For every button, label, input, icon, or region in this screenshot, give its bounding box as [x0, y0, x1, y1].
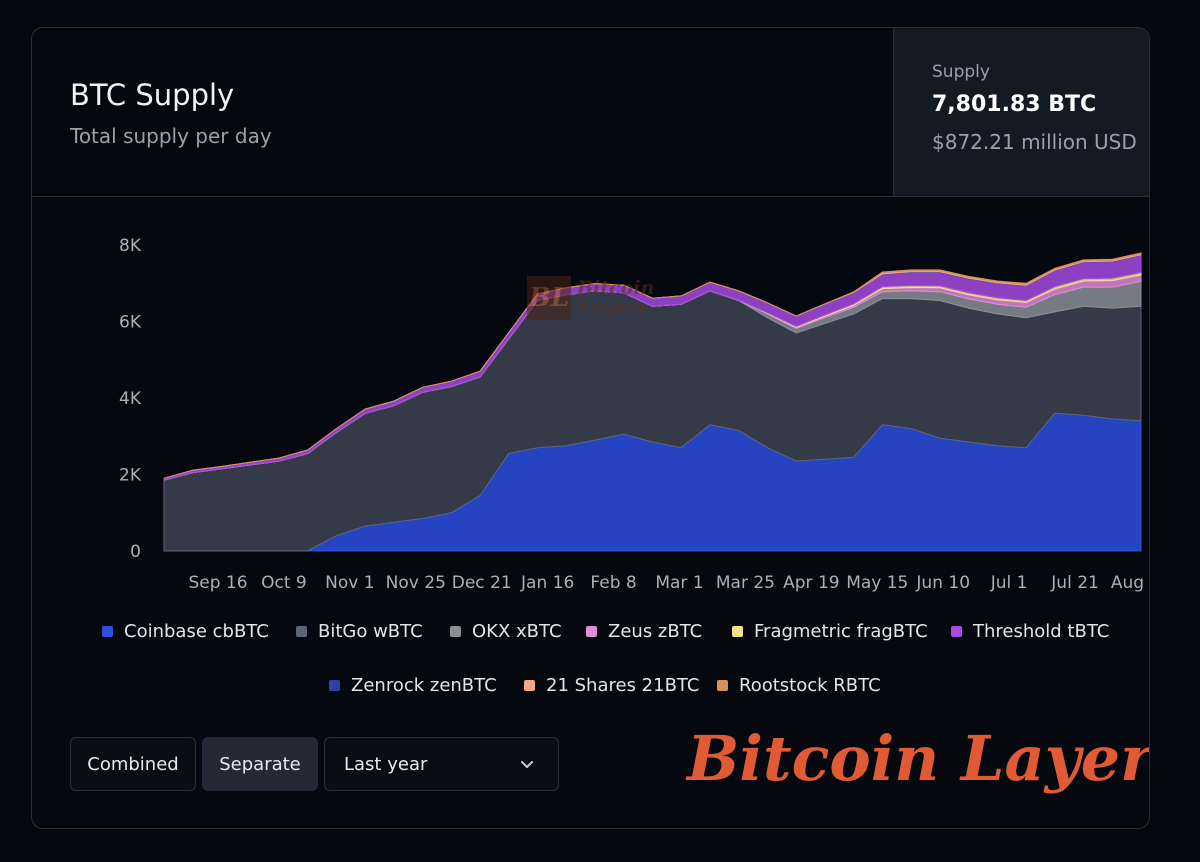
x-tick-label: Nov 25	[386, 573, 446, 593]
watermark-line-2: Layers	[577, 297, 647, 319]
legend-item[interactable]: BitGo wBTC	[296, 621, 423, 642]
x-tick-label: Jan 16	[520, 573, 574, 593]
x-tick-label: Sep 16	[188, 573, 247, 593]
legend-label: OKX xBTC	[472, 621, 562, 642]
y-tick-label: 0	[130, 542, 141, 562]
x-tick-label: Mar 25	[716, 573, 775, 593]
legend-swatch	[586, 626, 597, 637]
page-title: BTC Supply	[70, 78, 235, 112]
legend-swatch	[329, 680, 340, 691]
y-tick-label: 2K	[119, 466, 142, 486]
x-tick-label: May 15	[846, 573, 908, 593]
area-series-rootstock-rbtc	[163, 252, 1142, 479]
x-tick-label: Jul 21	[1050, 573, 1099, 593]
x-tick-label: Feb 8	[590, 573, 636, 593]
supply-label: Supply	[932, 62, 990, 82]
legend-item[interactable]: OKX xBTC	[450, 621, 562, 642]
legend-item[interactable]: Threshold tBTC	[951, 621, 1109, 642]
legend-item[interactable]: Zenrock zenBTC	[329, 675, 497, 696]
x-tick-label: Nov 1	[325, 573, 374, 593]
chart-watermark: BL Bitcoin Layers	[527, 276, 654, 320]
bitcoin-layers-logo: Bitcoin Layers	[687, 722, 1150, 795]
btc-supply-area-chart: 0 2K 4K 6K 8K Sep 16 Oct 9 Nov 1 Nov 25 Dec 21 Jan…	[119, 236, 1150, 593]
legend-swatch	[717, 680, 728, 691]
legend-label: Zeus zBTC	[608, 621, 703, 642]
legend-swatch	[296, 626, 307, 637]
legend-label: Fragmetric fragBTC	[754, 621, 928, 642]
time-range-value: Last year	[344, 753, 428, 775]
supply-usd-value: $872.21 million USD	[932, 130, 1137, 154]
card-header: BTC Supply Total supply per day Supply 7…	[32, 28, 1149, 197]
legend-swatch	[732, 626, 743, 637]
y-tick-label: 4K	[119, 389, 142, 409]
y-tick-label: 8K	[119, 236, 142, 256]
separate-button[interactable]: Separate	[202, 737, 318, 791]
watermark-logo-mark: BL	[527, 276, 571, 320]
legend-label: Coinbase cbBTC	[124, 621, 269, 642]
page-subtitle: Total supply per day	[70, 124, 272, 148]
legend-item[interactable]: Fragmetric fragBTC	[732, 621, 928, 642]
legend-label: Rootstock RBTC	[739, 675, 881, 696]
legend-swatch	[524, 680, 535, 691]
legend-item[interactable]: Coinbase cbBTC	[102, 621, 269, 642]
legend-item[interactable]: Zeus zBTC	[586, 621, 702, 642]
x-tick-label: Jun 10	[915, 573, 970, 593]
btc-supply-card: BTC Supply Total supply per day Supply 7…	[31, 27, 1150, 829]
time-range-select[interactable]: Last year	[324, 737, 559, 791]
legend-item[interactable]: Rootstock RBTC	[717, 675, 881, 696]
chevron-down-icon	[521, 761, 533, 768]
x-tick-label: Dec 21	[452, 573, 512, 593]
legend-swatch	[450, 626, 461, 637]
legend-label: 21 Shares 21BTC	[546, 675, 700, 696]
supply-value: 7,801.83 BTC	[932, 92, 1097, 117]
supply-summary-panel: Supply 7,801.83 BTC $872.21 million USD	[893, 28, 1149, 196]
x-tick-label: Mar 1	[655, 573, 703, 593]
x-tick-label: Oct 9	[261, 573, 307, 593]
combined-button[interactable]: Combined	[70, 737, 196, 791]
y-tick-label: 6K	[119, 313, 142, 333]
legend-swatch	[102, 626, 113, 637]
legend-label: BitGo wBTC	[318, 621, 423, 642]
x-tick-label: Jul 1	[990, 573, 1028, 593]
x-tick-label: Apr 19	[783, 573, 839, 593]
legend-label: Threshold tBTC	[973, 621, 1110, 642]
legend-swatch	[951, 626, 962, 637]
watermark-line-1: Bitcoin	[577, 277, 655, 299]
x-tick-label: Aug 27	[1111, 573, 1150, 593]
watermark-logo-text: Bitcoin Layers	[577, 278, 654, 318]
legend-item[interactable]: 21 Shares 21BTC	[524, 675, 699, 696]
legend-label: Zenrock zenBTC	[351, 675, 497, 696]
